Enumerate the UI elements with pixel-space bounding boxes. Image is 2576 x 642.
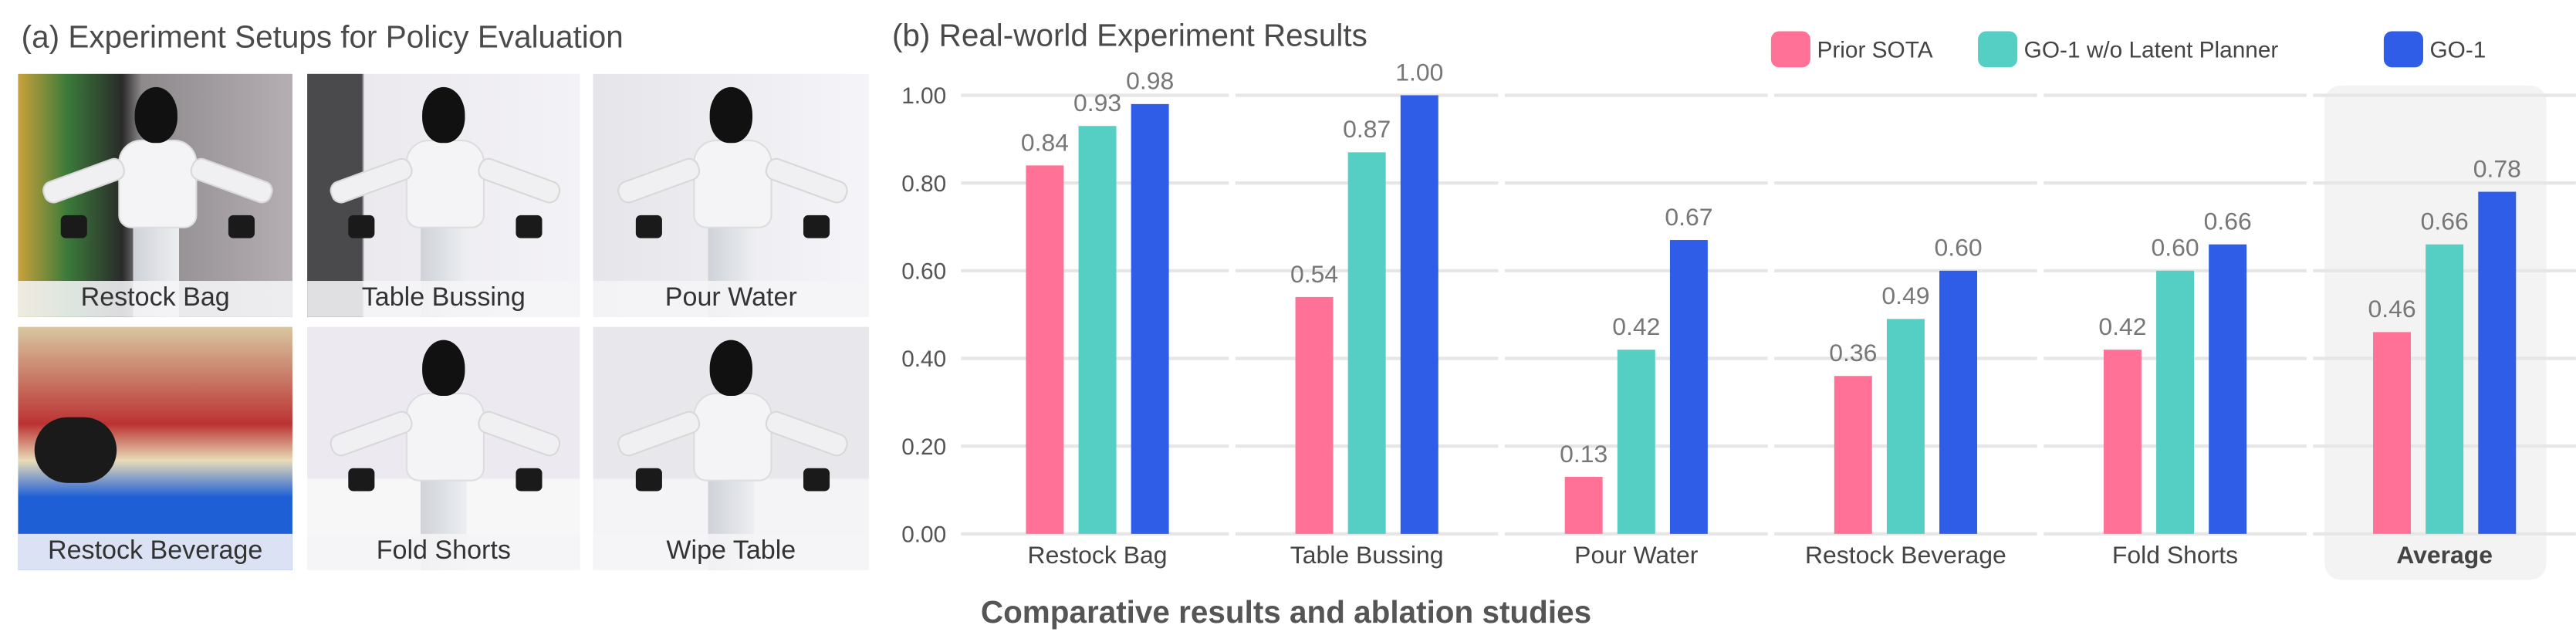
legend-label: Prior SOTA: [1817, 35, 1933, 63]
robot-gripper: [803, 215, 830, 238]
robot-torso: [405, 392, 485, 482]
setup-label: Fold Shorts: [307, 533, 580, 570]
robot-gripper: [803, 468, 830, 492]
robot-gripper: [34, 417, 117, 483]
bar-value-label: 0.49: [1881, 282, 1929, 309]
panel-a-title: (a) Experiment Setups for Policy Evaluat…: [21, 21, 624, 56]
bar-go-1-w-o-latent-planner: [1886, 319, 1925, 534]
legend-swatch: [2383, 31, 2423, 68]
setup-photo-table-fruit: Table Bussing: [307, 73, 580, 317]
legend-item: GO-1 w/o Latent Planner: [1978, 31, 2279, 68]
x-category-label: Pour Water: [1574, 541, 1699, 569]
bar-value-label: 0.93: [1073, 89, 1121, 117]
x-category-label: Restock Beverage: [1805, 541, 2006, 569]
setup-label: Wipe Table: [593, 533, 870, 570]
setup-label: Restock Bag: [18, 281, 292, 317]
setup-photo-pour-cup: Pour Water: [593, 73, 870, 317]
setup-photo-wipe-table: Wipe Table: [593, 326, 870, 570]
legend-swatch: [1978, 31, 2018, 68]
setup-photo-beverage-shelf: Restock Beverage: [18, 326, 292, 570]
bar-prior-sota: [1295, 296, 1334, 534]
bar-value-label: 0.60: [2151, 234, 2199, 262]
setup-label: Table Bussing: [307, 281, 580, 317]
x-category-label: Table Bussing: [1290, 541, 1444, 569]
bar-value-label: 0.84: [1021, 128, 1069, 156]
bar-value-label: 0.36: [1829, 339, 1877, 367]
bar-value-label: 0.98: [1126, 67, 1174, 95]
robot-torso: [117, 139, 197, 228]
x-category-label: Average: [2396, 541, 2493, 569]
bar-go-1-w-o-latent-planner: [1617, 350, 1655, 534]
y-tick-label: 0.80: [901, 171, 946, 197]
bar-go-1-w-o-latent-planner: [2426, 244, 2464, 534]
bar-value-label: 0.13: [1560, 440, 1607, 468]
bar-value-label: 0.87: [1343, 115, 1391, 143]
robot-gripper: [59, 215, 86, 238]
bar-value-label: 0.66: [2421, 208, 2469, 235]
setup-photo-shorts-table: Fold Shorts: [307, 326, 580, 570]
figure-caption: Comparative results and ablation studies: [980, 596, 1592, 631]
robot-head: [422, 86, 465, 144]
bar-prior-sota: [1834, 376, 1872, 534]
x-category-label: Fold Shorts: [2112, 541, 2238, 569]
robot-torso: [693, 139, 772, 228]
legend-item: GO-1: [2383, 31, 2486, 68]
setup-photo-shelf-snacks: Restock Bag: [18, 73, 292, 317]
y-tick-label: 0.60: [901, 258, 946, 284]
legend-label: GO-1 w/o Latent Planner: [2023, 35, 2279, 63]
bar-go-1: [1400, 95, 1438, 534]
bar-go-1: [2478, 191, 2517, 534]
legend-item: Prior SOTA: [1770, 31, 1933, 68]
bar-value-label: 0.60: [1934, 234, 1982, 262]
panel-b-title: (b) Real-world Experiment Results: [891, 19, 1367, 55]
robot-torso: [693, 392, 772, 482]
robot-torso: [405, 139, 485, 228]
y-tick-label: 0.00: [901, 522, 946, 548]
bar-value-label: 0.46: [2368, 295, 2415, 323]
robot-gripper: [635, 468, 662, 492]
bar-value-label: 0.78: [2473, 154, 2521, 182]
robot-gripper: [635, 215, 662, 238]
bar-value-label: 0.67: [1665, 203, 1712, 231]
y-tick-label: 1.00: [901, 83, 946, 109]
robot-gripper: [516, 468, 543, 492]
x-category-label: Restock Bag: [1028, 541, 1168, 569]
bar-prior-sota: [2373, 332, 2412, 534]
bar-go-1: [1131, 103, 1169, 534]
bar-value-label: 0.66: [2204, 208, 2252, 235]
setup-label: Pour Water: [593, 281, 870, 317]
robot-head: [709, 340, 752, 397]
robot-head: [709, 86, 752, 144]
bar-value-label: 0.42: [1612, 313, 1660, 340]
bar-go-1: [2209, 244, 2247, 534]
y-tick-label: 0.20: [901, 434, 946, 460]
robot-gripper: [516, 215, 543, 238]
bar-go-1: [1939, 270, 1978, 534]
bar-prior-sota: [2103, 350, 2142, 534]
bar-value-label: 0.42: [2098, 313, 2146, 340]
bar-value-label: 0.54: [1290, 260, 1338, 288]
robot-gripper: [227, 215, 254, 238]
bar-go-1-w-o-latent-planner: [1078, 126, 1117, 534]
bar-value-label: 1.00: [1395, 58, 1443, 86]
robot-head: [134, 86, 177, 144]
robot-head: [422, 340, 465, 397]
legend-swatch: [1770, 31, 1810, 68]
robot-gripper: [348, 215, 375, 238]
bar-go-1-w-o-latent-planner: [2156, 270, 2195, 534]
bar-go-1-w-o-latent-planner: [1347, 152, 1386, 534]
robot-gripper: [348, 468, 375, 492]
y-tick-label: 0.40: [901, 346, 946, 372]
bar-go-1: [1669, 240, 1708, 534]
bar-prior-sota: [1026, 165, 1064, 534]
legend-label: GO-1: [2429, 35, 2486, 63]
setup-label: Restock Beverage: [18, 533, 292, 570]
bar-prior-sota: [1564, 476, 1603, 534]
